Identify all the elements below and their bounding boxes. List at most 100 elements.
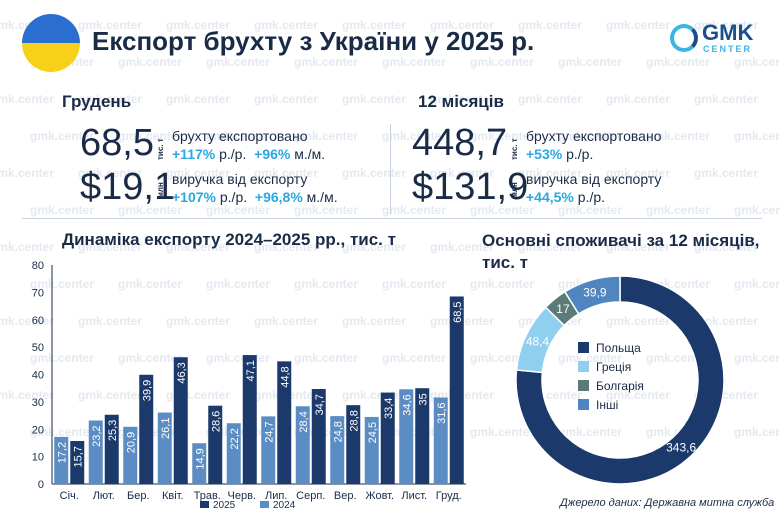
watermark-text: gmk.center xyxy=(342,166,407,180)
watermark-text: gmk.center xyxy=(254,92,319,106)
bar-value-label: 35 xyxy=(417,393,429,405)
watermark-text: gmk.center xyxy=(558,55,623,69)
twelve-months-volume-yoy: +53% xyxy=(526,146,563,162)
december-volume-mom: +96% xyxy=(254,146,291,162)
bar-value-label: 22,2 xyxy=(229,428,241,449)
y-tick-label: 40 xyxy=(32,370,44,382)
bar-value-label: 17,2 xyxy=(56,442,68,463)
watermark-text: gmk.center xyxy=(294,55,359,69)
horizontal-divider xyxy=(22,218,762,219)
legend-swatch xyxy=(260,501,269,508)
twelve-months-revenue-change: +44,5% р./р. xyxy=(526,189,605,205)
watermark-text: gmk.center xyxy=(518,92,583,106)
bar-value-label: 28,6 xyxy=(210,411,222,432)
bar-value-label: 28,4 xyxy=(298,411,310,432)
watermark-text: gmk.center xyxy=(382,55,447,69)
legend-label: 2025 xyxy=(213,500,236,511)
december-revenue-yoy: +107% xyxy=(172,189,216,205)
bar-value-label: 26,1 xyxy=(160,418,172,439)
bar-value-label: 44,8 xyxy=(279,366,291,387)
bar-value-label: 24,8 xyxy=(332,421,344,442)
twelve-months-revenue-label: виручка від експорту xyxy=(526,171,662,187)
december-revenue-label: виручка від експорту xyxy=(172,171,308,187)
bar-2024 xyxy=(123,426,138,484)
y-tick-label: 80 xyxy=(32,260,44,272)
watermark-text: gmk.center xyxy=(470,55,535,69)
gmk-logo: GMK CENTER xyxy=(668,18,764,54)
legend-label: Болгарія xyxy=(596,379,644,393)
twelve-months-heading: 12 місяців xyxy=(418,92,504,111)
legend-label: Польща xyxy=(596,341,641,355)
watermark-text: gmk.center xyxy=(694,166,759,180)
source-note: Джерело даних: Державна митна служба xyxy=(560,497,775,509)
watermark-text: gmk.center xyxy=(0,166,55,180)
twelve-months-volume-label: брухту експортовано xyxy=(526,128,662,144)
ukraine-flag-icon xyxy=(22,14,80,72)
watermark-text: gmk.center xyxy=(694,92,759,106)
bar-2024 xyxy=(399,389,414,484)
page-title: Експорт брухту з України у 2025 р. xyxy=(92,26,535,56)
bar-value-label: 24,5 xyxy=(367,422,379,443)
mom-suffix: м./м. xyxy=(302,189,338,205)
bar-2025 xyxy=(346,405,361,484)
legend-swatch xyxy=(200,501,209,508)
watermark-text: gmk.center xyxy=(166,92,231,106)
donut-chart-title: Основні споживачі за 12 місяців, тис. т xyxy=(482,231,760,272)
watermark-text: gmk.center xyxy=(734,55,780,69)
bar-2025 xyxy=(70,441,85,484)
yoy-suffix: р./р. xyxy=(573,189,606,205)
bar-value-label: 24,7 xyxy=(263,421,275,442)
donut-chart: 343,6 48,4 17 39,9 Польща Греція Болгарія Інші xyxy=(515,275,725,485)
bar-2024 xyxy=(88,420,103,484)
y-tick-label: 10 xyxy=(32,452,44,464)
yoy-suffix: р./р. xyxy=(215,189,248,205)
watermark-text: gmk.center xyxy=(734,129,780,143)
x-tick-label: Черв. xyxy=(228,490,256,502)
x-tick-label: Лют. xyxy=(93,490,115,502)
x-tick-label: Серп. xyxy=(296,490,325,502)
december-volume-unit: тис. т xyxy=(156,138,165,160)
x-tick-label: Січ. xyxy=(60,490,79,502)
december-revenue-change: +107% р./р. +96,8% м./м. xyxy=(172,189,338,205)
bar-2025 xyxy=(380,392,395,484)
y-tick-label: 70 xyxy=(32,287,44,299)
bar-value-label: 28,8 xyxy=(348,410,360,431)
watermark-text: gmk.center xyxy=(734,203,780,217)
donut-value-label: 17 xyxy=(556,302,570,316)
vertical-divider xyxy=(390,124,391,214)
watermark-text: gmk.center xyxy=(558,203,623,217)
bar-2025 xyxy=(139,374,154,484)
y-tick-label: 30 xyxy=(32,397,44,409)
bar-2025 xyxy=(415,388,430,484)
twelve-months-volume-change: +53% р./р. xyxy=(526,146,593,162)
donut-slice xyxy=(563,275,621,315)
bar-2024 xyxy=(330,416,345,484)
bar-2024 xyxy=(364,416,379,484)
x-tick-label: Лип. xyxy=(265,490,287,502)
twelve-months-volume: 448,7 xyxy=(412,122,508,164)
mom-suffix: м./м. xyxy=(290,146,326,162)
bar-value-label: 15,7 xyxy=(72,446,84,467)
watermark-text: gmk.center xyxy=(206,203,271,217)
yoy-suffix: р./р. xyxy=(562,146,594,162)
bar-2024 xyxy=(157,412,172,484)
december-volume: 68,5 xyxy=(80,122,154,164)
watermark-text: gmk.center xyxy=(206,55,271,69)
logo-ring-icon xyxy=(670,24,698,52)
bar-value-label: 20,9 xyxy=(125,432,137,453)
december-volume-label: брухту експортовано xyxy=(172,128,308,144)
bar-value-label: 68,5 xyxy=(452,301,464,322)
x-tick-label: Трав. xyxy=(194,490,221,502)
bar-2024 xyxy=(192,443,207,484)
bar-2025 xyxy=(208,405,223,484)
twelve-months-volume-unit: тис. т xyxy=(510,138,519,160)
legend-label: Інші xyxy=(596,398,618,412)
december-heading: Грудень xyxy=(62,92,132,111)
donut-value-label: 39,9 xyxy=(583,286,607,300)
december-volume-change: +117% р./р. +96% м./м. xyxy=(172,146,325,162)
legend-swatch xyxy=(578,399,589,410)
bar-chart: 0 10 20 30 40 50 60 70 80 17,2 15,7 Січ. 23,2 25,3 Лют… xyxy=(32,260,466,511)
watermark-text: gmk.center xyxy=(606,18,671,32)
bar-value-label: 39,9 xyxy=(141,380,153,401)
bar-value-label: 25,3 xyxy=(107,420,119,441)
